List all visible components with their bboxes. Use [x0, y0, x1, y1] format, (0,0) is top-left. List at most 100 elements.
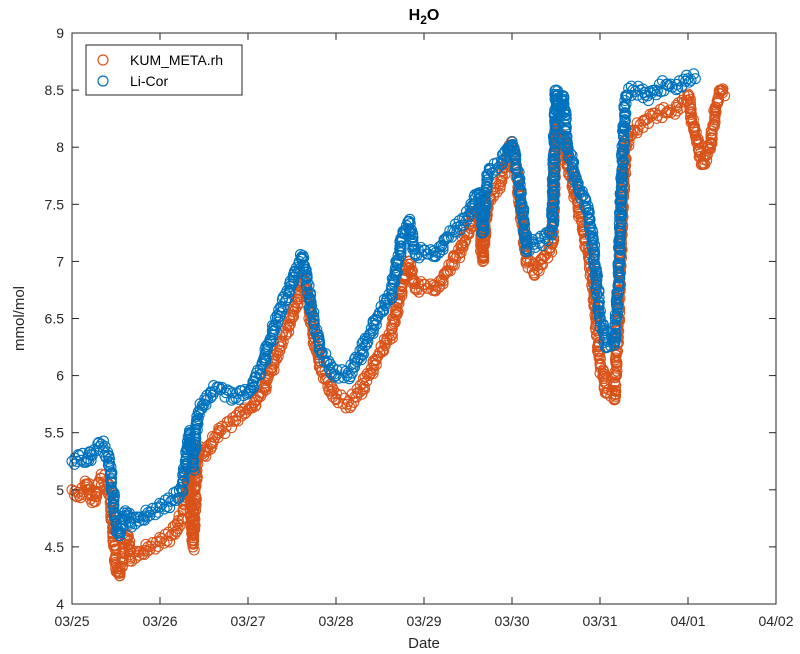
data-point-fill — [354, 352, 366, 364]
data-point-fill — [283, 326, 295, 338]
data-point — [220, 421, 232, 433]
x-tick-label: 03/29 — [406, 613, 441, 629]
legend-marker — [97, 54, 109, 66]
data-point-fill — [174, 519, 186, 531]
data-point — [708, 118, 720, 130]
data-point-fill — [460, 235, 472, 247]
data-point-fill — [260, 352, 272, 364]
legend-label: KUM_META.rh — [130, 52, 223, 68]
data-point-fill — [433, 247, 445, 259]
chart-title-suffix: O — [427, 7, 439, 24]
data-point-fill — [594, 305, 606, 317]
data-point-fill — [177, 476, 189, 488]
data-point-fill — [412, 278, 424, 290]
data-point-fill — [707, 122, 719, 135]
data-point-fill — [239, 402, 251, 414]
data-point-fill — [684, 103, 697, 115]
data-point-fill — [268, 364, 280, 376]
data-point-fill — [221, 384, 233, 396]
data-point-fill — [615, 204, 627, 216]
data-point-fill — [611, 310, 623, 322]
data-point-fill — [405, 258, 417, 270]
data-point-fill — [412, 243, 424, 255]
data-point-fill — [510, 163, 522, 175]
data-point-fill — [613, 280, 625, 292]
data-point-fill — [188, 511, 200, 523]
data-point-fill — [219, 428, 231, 440]
legend: KUM_META.rh Li-Cor — [85, 44, 243, 96]
data-point-fill — [192, 418, 204, 430]
data-point-fill — [254, 363, 266, 376]
data-point-fill — [518, 216, 530, 228]
data-point-fill — [518, 203, 530, 215]
data-point-fill — [367, 324, 379, 336]
data-point-fill — [616, 154, 628, 166]
data-point-fill — [671, 105, 683, 117]
data-point-fill — [281, 328, 293, 340]
data-point-fill — [177, 484, 189, 496]
data-point-fill — [610, 328, 622, 340]
data-point-fill — [704, 143, 716, 155]
data-point-fill — [560, 106, 572, 118]
data-point-fill — [566, 149, 578, 161]
data-point-fill — [478, 226, 490, 238]
data-point-fill — [392, 258, 404, 270]
y-tick-label: 5.5 — [45, 425, 65, 441]
data-point-fill — [610, 367, 622, 380]
data-point — [719, 90, 731, 102]
data-point-fill — [391, 305, 403, 317]
data-point-fill — [85, 455, 97, 467]
data-point — [330, 370, 342, 382]
data-point-fill — [632, 124, 644, 136]
data-point-fill — [548, 194, 560, 206]
data-point-fill — [588, 253, 600, 265]
data-point-fill — [560, 123, 572, 135]
data-point-fill — [705, 137, 717, 149]
data-point-fill — [189, 489, 201, 501]
data-point-fill — [454, 252, 466, 264]
data-point-fill — [320, 348, 332, 360]
data-point-fill — [388, 276, 400, 288]
data-point-fill — [172, 523, 184, 535]
data-point-fill — [609, 354, 622, 366]
data-point-fill — [189, 482, 201, 494]
data-point-fill — [560, 113, 572, 125]
y-tick-label: 4.5 — [45, 539, 65, 555]
data-point-fill — [188, 544, 200, 556]
data-point-fill — [688, 68, 700, 80]
data-point-fill — [614, 249, 626, 262]
data-point-fill — [93, 436, 105, 448]
data-point-fill — [370, 319, 382, 331]
data-point-fill — [308, 311, 320, 323]
data-point-fill — [542, 235, 554, 247]
y-tick-label: 7.5 — [45, 196, 65, 212]
data-point-fill — [308, 306, 320, 318]
data-point-fill — [191, 471, 203, 483]
data-point-fill — [533, 265, 545, 277]
data-point-fill — [592, 300, 604, 312]
data-point-fill — [72, 449, 84, 461]
data-point-fill — [560, 119, 572, 131]
data-point-fill — [619, 117, 631, 129]
data-point-fill — [558, 98, 570, 110]
data-point-fill — [117, 552, 129, 565]
data-point-fill — [389, 316, 401, 328]
data-point-fill — [254, 369, 266, 381]
data-point-fill — [612, 287, 625, 299]
data-point-fill — [305, 300, 318, 312]
data-point-fill — [108, 502, 120, 514]
data-point-fill — [227, 412, 239, 424]
legend-label: Li-Cor — [130, 73, 168, 89]
data-point-fill — [510, 159, 522, 172]
data-point-fill — [610, 314, 622, 326]
data-point-fill — [685, 108, 697, 121]
data-point-fill — [625, 89, 637, 102]
data-point — [572, 181, 584, 193]
data-point-fill — [548, 144, 560, 157]
data-point-fill — [170, 494, 182, 507]
data-point-fill — [588, 246, 600, 259]
data-point-fill — [479, 238, 491, 250]
data-point-fill — [367, 364, 379, 376]
data-point-fill — [548, 133, 560, 145]
